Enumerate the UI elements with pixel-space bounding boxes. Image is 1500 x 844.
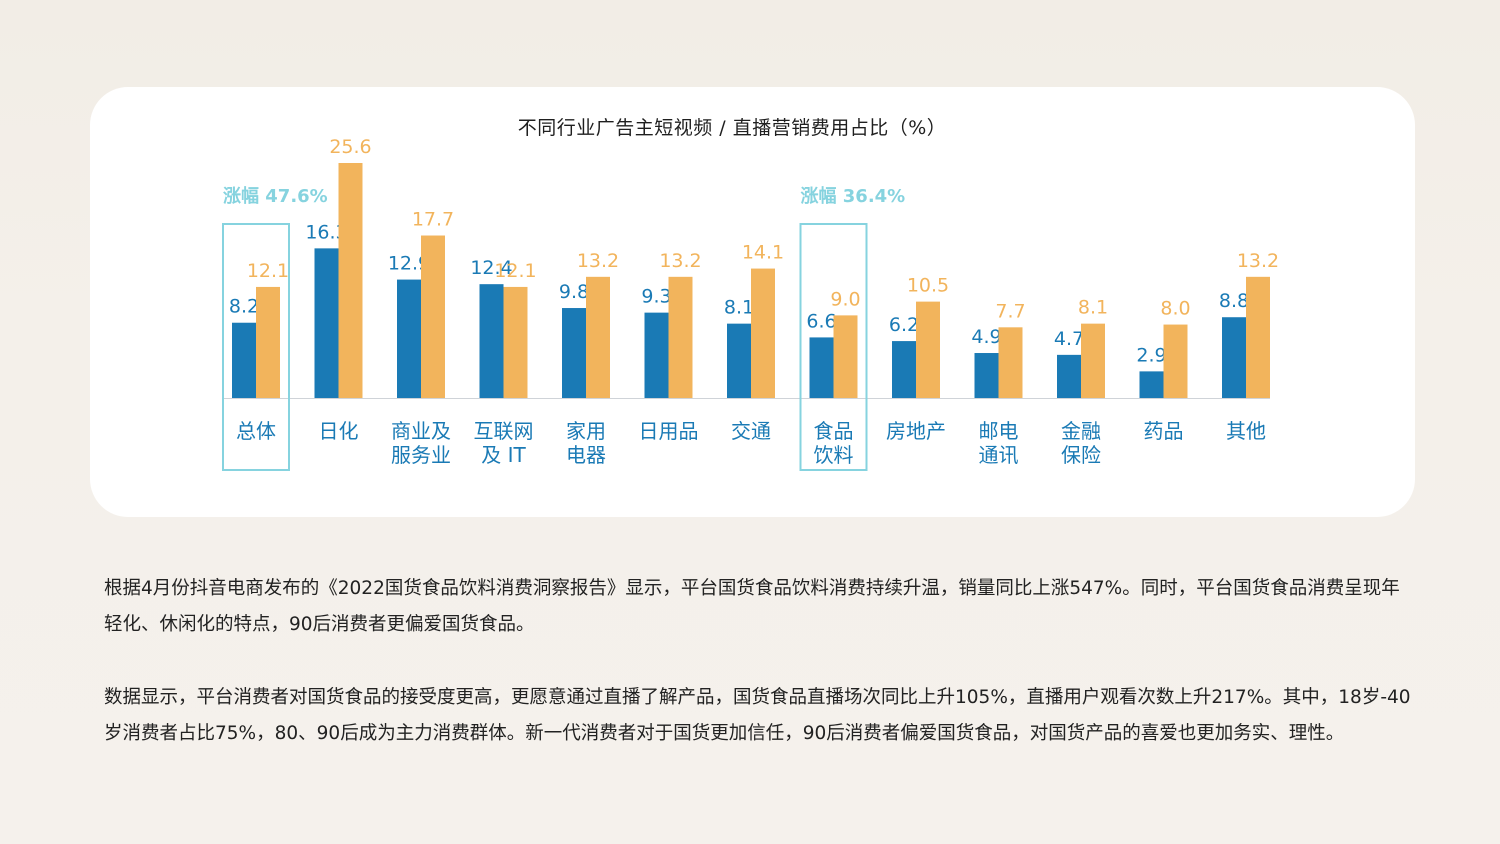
category-label-7-0: 食品 [814,419,854,443]
category-label-9-1: 通讯 [979,443,1019,467]
value-label-orange-5: 13.2 [659,250,701,272]
category-label-3-1: 及 IT [481,443,526,467]
paragraph-2: 数据显示，平台消费者对国货食品的接受度更高，更愿意通过直播了解产品，国货食品直播… [104,687,1411,744]
value-label-blue-1: 16.3 [305,221,347,243]
bar-orange-3 [503,286,528,398]
value-label-blue-0: 8.2 [229,296,259,318]
bar-chart: 8.212.1总体16.325.6日化12.917.7商业及服务业12.412.… [222,136,1279,471]
bar-orange-10 [1081,323,1105,398]
category-label-7-1: 饮料 [814,443,854,467]
bar-orange-7 [833,315,858,398]
value-label-blue-7: 6.6 [806,310,836,332]
bar-blue-7 [809,337,834,398]
bar-blue-12 [1222,317,1246,398]
bar-orange-12 [1246,276,1270,398]
value-label-blue-4: 9.8 [559,281,589,303]
bar-orange-1 [338,163,363,398]
value-label-orange-9: 7.7 [995,300,1025,322]
value-label-orange-4: 13.2 [577,250,619,272]
category-label-2-0: 商业及 [391,419,451,443]
category-label-6-0: 交通 [731,419,771,443]
category-label-1-0: 日化 [319,419,359,443]
value-label-orange-3: 12.1 [494,260,536,282]
value-label-blue-12: 8.8 [1219,290,1249,312]
category-label-9-0: 邮电 [979,419,1019,443]
category-label-4-0: 家用 [566,419,606,443]
bar-orange-0 [256,286,280,398]
chart-title: 不同行业广告主短视频 / 直播营销费用占比（%） [517,117,947,139]
value-label-blue-6: 8.1 [724,297,754,319]
category-label-10-1: 保险 [1061,443,1101,467]
value-label-orange-6: 14.1 [742,242,784,264]
bar-orange-5 [668,276,693,398]
category-label-11-0: 药品 [1144,419,1184,443]
bar-blue-9 [974,353,999,398]
value-label-blue-9: 4.9 [971,326,1001,348]
value-label-orange-1: 25.6 [329,136,371,158]
value-label-blue-3: 12.4 [470,257,512,279]
highlight-box-1 [799,223,868,471]
value-label-blue-10: 4.7 [1054,328,1084,350]
highlight-box-0 [222,223,290,471]
category-label-4-1: 电器 [566,443,606,467]
bar-blue-1 [314,248,339,398]
value-label-orange-12: 13.2 [1237,250,1279,272]
bar-orange-2 [421,235,445,398]
value-label-orange-8: 10.5 [907,275,949,297]
bar-blue-10 [1057,354,1081,398]
highlight-label-0: 涨幅 47.6% [223,185,328,207]
bar-orange-8 [916,301,940,398]
bar-orange-11 [1163,324,1188,398]
bar-orange-6 [751,268,775,398]
value-label-blue-11: 2.9 [1136,344,1166,366]
bar-blue-0 [232,322,256,398]
paragraph-1: 根据4月份抖音电商发布的《2022国货食品饮料消费洞察报告》显示，平台国货食品饮… [104,578,1400,635]
bar-orange-9 [998,327,1023,398]
value-label-orange-0: 12.1 [247,260,289,282]
value-label-blue-8: 6.2 [889,314,919,336]
value-label-orange-2: 17.7 [412,209,454,231]
bar-orange-4 [586,276,610,398]
category-label-8-0: 房地产 [886,419,946,443]
category-label-2-1: 服务业 [391,443,451,467]
bar-blue-2 [397,279,421,398]
bar-blue-3 [479,284,504,398]
category-label-10-0: 金融 [1061,419,1101,443]
bar-blue-5 [644,312,669,398]
value-label-orange-7: 9.0 [830,288,860,310]
bar-blue-8 [892,341,916,398]
value-label-blue-2: 12.9 [388,253,430,275]
category-label-12-0: 其他 [1226,419,1266,443]
category-label-0-0: 总体 [236,419,276,443]
value-label-orange-10: 8.1 [1078,297,1108,319]
bar-blue-11 [1139,371,1164,398]
value-label-orange-11: 8.0 [1160,298,1190,320]
category-label-5-0: 日用品 [639,419,699,443]
bar-blue-4 [562,308,586,398]
highlight-label-1: 涨幅 36.4% [801,185,906,207]
bar-blue-6 [727,323,751,398]
category-label-3-0: 互联网 [474,419,534,443]
value-label-blue-5: 9.3 [641,286,671,308]
